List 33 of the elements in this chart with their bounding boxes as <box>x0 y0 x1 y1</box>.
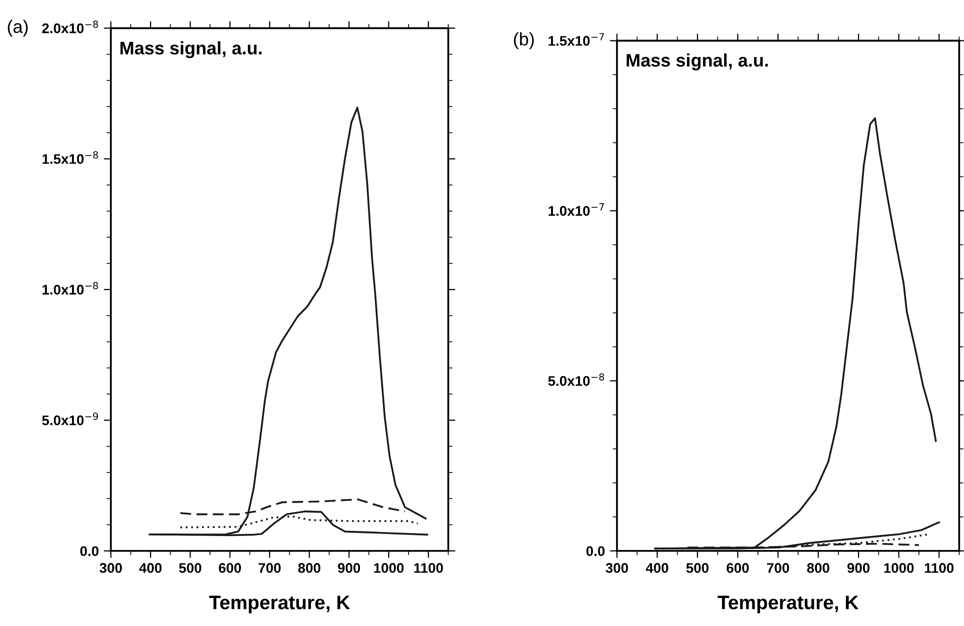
x-tick-label: 800 <box>807 563 830 573</box>
x-tick-label: 600 <box>726 563 749 573</box>
x-tick-label: 1000 <box>374 563 404 573</box>
y-axis-title: Mass signal, a.u. <box>626 53 768 70</box>
x-axis-title: Temperature, K <box>209 596 350 614</box>
y-tick-label: 5.0x10$^{−8}$ <box>548 373 604 386</box>
y-tick-label: 1.0x10$^{−8}$ <box>42 282 98 295</box>
x-axis-title: Temperature, K <box>718 596 858 614</box>
x-tick-label: 300 <box>606 563 628 573</box>
y-tick-label: 2.0x10$^{−8}$ <box>42 20 98 34</box>
x-tick-label: 400 <box>646 563 668 573</box>
y-tick-label: 1.5x10$^{−7}$ <box>548 33 604 46</box>
chart-title: (b) <box>514 32 534 50</box>
x-tick-label: 500 <box>686 563 708 573</box>
y-tick-label: 0.0 <box>586 546 605 556</box>
x-tick-label: 900 <box>338 563 360 573</box>
x-tick-label: 600 <box>218 563 241 573</box>
x-tick-label: 700 <box>767 563 790 573</box>
x-tick-label: 1100 <box>414 563 443 573</box>
x-tick-label: 700 <box>258 563 281 573</box>
y-tick-label: 5.0x10$^{−9}$ <box>42 412 98 426</box>
x-tick-label: 500 <box>179 563 202 573</box>
y-tick-label: 1.5x10$^{−8}$ <box>42 151 98 164</box>
x-tick-label: 1000 <box>884 563 914 573</box>
x-tick-label: 1100 <box>924 563 954 573</box>
x-tick-label: 800 <box>298 563 320 573</box>
chart-title: (a) <box>8 20 28 37</box>
y-tick-label: 0.0 <box>80 546 98 556</box>
y-tick-label: 1.0x10$^{−7}$ <box>548 203 604 216</box>
x-tick-label: 300 <box>100 563 122 573</box>
x-tick-label: 900 <box>847 563 870 573</box>
y-axis-title: Mass signal, a.u. <box>120 41 262 58</box>
x-tick-label: 400 <box>139 563 162 573</box>
